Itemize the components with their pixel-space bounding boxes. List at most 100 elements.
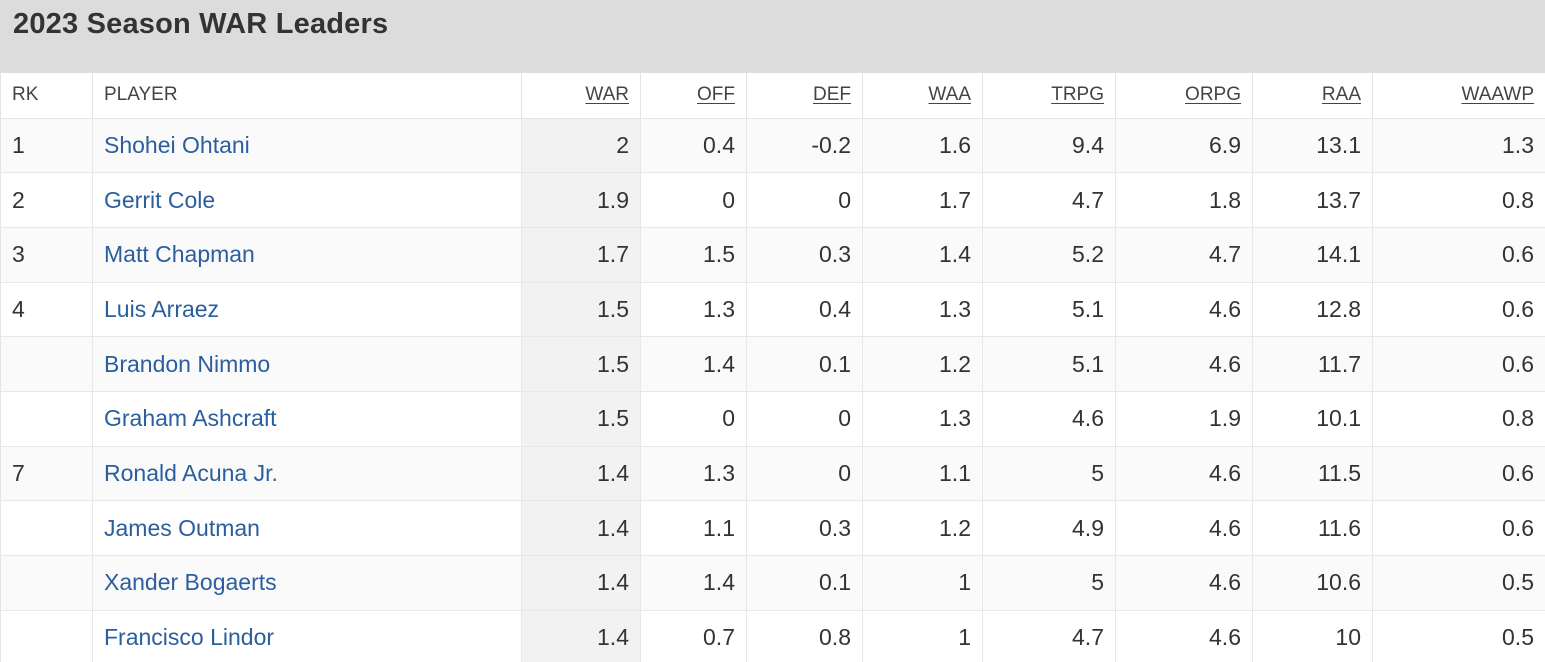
def-cell: 0 (746, 390, 863, 447)
column-header-off[interactable]: OFF (640, 73, 747, 119)
war-cell: 1.5 (521, 390, 641, 447)
trpg-cell: 4.9 (982, 500, 1116, 556)
rank-cell: 2 (0, 172, 93, 228)
rank-cell: 3 (0, 226, 93, 283)
raa-cell: 11.7 (1252, 336, 1373, 392)
rank-cell: 1 (0, 117, 93, 174)
orpg-cell: 6.9 (1115, 117, 1253, 174)
sort-link-waawp[interactable]: WAAWP (1461, 84, 1534, 106)
raa-cell: 10.6 (1252, 555, 1373, 611)
column-header-waawp[interactable]: WAAWP (1372, 73, 1545, 119)
waawp-cell: 0.6 (1372, 226, 1545, 283)
waawp-cell: 0.5 (1372, 609, 1545, 662)
sort-link-def[interactable]: DEF (813, 84, 851, 106)
table-row: 1 Shohei Ohtani 2 0.4 -0.2 1.6 9.4 6.9 1… (0, 117, 1545, 174)
waawp-cell: 0.5 (1372, 555, 1545, 611)
player-cell: Luis Arraez (92, 281, 522, 338)
waawp-cell: 0.6 (1372, 500, 1545, 556)
def-cell: 0.3 (746, 500, 863, 556)
waawp-cell: 0.8 (1372, 172, 1545, 228)
table-header-row: RK PLAYER WAR OFF DEF WAA TRPG ORPG RAA … (0, 73, 1545, 119)
waawp-cell: 0.6 (1372, 281, 1545, 338)
waa-cell: 1.2 (862, 500, 983, 556)
off-cell: 1.5 (640, 226, 747, 283)
orpg-cell: 4.6 (1115, 281, 1253, 338)
player-link[interactable]: Ronald Acuna Jr. (104, 459, 278, 486)
off-cell: 0 (640, 390, 747, 447)
def-cell: -0.2 (746, 117, 863, 174)
column-header-orpg[interactable]: ORPG (1115, 73, 1253, 119)
rank-cell: 4 (0, 281, 93, 338)
def-cell: 0.4 (746, 281, 863, 338)
player-link[interactable]: Graham Ashcraft (104, 405, 277, 432)
waa-cell: 1.3 (862, 390, 983, 447)
war-cell: 2 (521, 117, 641, 174)
orpg-cell: 4.6 (1115, 609, 1253, 662)
sort-link-trpg[interactable]: TRPG (1051, 84, 1104, 106)
player-link[interactable]: Shohei Ohtani (104, 131, 250, 158)
player-cell: Brandon Nimmo (92, 336, 522, 392)
war-cell: 1.5 (521, 281, 641, 338)
player-link[interactable]: James Outman (104, 514, 260, 541)
column-header-waa[interactable]: WAA (862, 73, 983, 119)
table-row: Graham Ashcraft 1.5 0 0 1.3 4.6 1.9 10.1… (0, 390, 1545, 447)
def-cell: 0.3 (746, 226, 863, 283)
rank-cell: 7 (0, 445, 93, 502)
waa-cell: 1.1 (862, 445, 983, 502)
off-cell: 1.4 (640, 555, 747, 611)
player-cell: James Outman (92, 500, 522, 556)
column-header-raa[interactable]: RAA (1252, 73, 1373, 119)
table-body: 1 Shohei Ohtani 2 0.4 -0.2 1.6 9.4 6.9 1… (0, 117, 1545, 662)
orpg-cell: 1.8 (1115, 172, 1253, 228)
sort-link-war[interactable]: WAR (585, 84, 629, 106)
sort-link-raa[interactable]: RAA (1321, 84, 1361, 106)
orpg-cell: 4.7 (1115, 226, 1253, 283)
column-header-def[interactable]: DEF (746, 73, 863, 119)
trpg-cell: 4.7 (982, 609, 1116, 662)
orpg-cell: 4.6 (1115, 500, 1253, 556)
table-row: Francisco Lindor 1.4 0.7 0.8 1 4.7 4.6 1… (0, 609, 1545, 662)
column-header-war[interactable]: WAR (521, 73, 641, 119)
raa-cell: 10 (1252, 609, 1373, 662)
player-link[interactable]: Brandon Nimmo (104, 350, 271, 377)
war-cell: 1.4 (521, 555, 641, 611)
rank-cell (0, 555, 93, 611)
sort-link-waa[interactable]: WAA (928, 84, 971, 106)
player-link[interactable]: Xander Bogaerts (104, 569, 277, 596)
trpg-cell: 9.4 (982, 117, 1116, 174)
rank-cell (0, 390, 93, 447)
def-cell: 0.1 (746, 555, 863, 611)
def-cell: 0.8 (746, 609, 863, 662)
trpg-cell: 5.1 (982, 281, 1116, 338)
war-leaders-table: RK PLAYER WAR OFF DEF WAA TRPG ORPG RAA … (0, 73, 1545, 662)
player-link[interactable]: Luis Arraez (104, 295, 220, 322)
waa-cell: 1 (862, 555, 983, 611)
trpg-cell: 5 (982, 555, 1116, 611)
rank-cell (0, 336, 93, 392)
trpg-cell: 5.2 (982, 226, 1116, 283)
off-cell: 0.4 (640, 117, 747, 174)
title-bar: 2023 Season WAR Leaders (0, 0, 1545, 73)
player-link[interactable]: Gerrit Cole (104, 186, 216, 213)
orpg-cell: 4.6 (1115, 336, 1253, 392)
player-cell: Gerrit Cole (92, 172, 522, 228)
page-title: 2023 Season WAR Leaders (13, 8, 389, 40)
rank-cell (0, 500, 93, 556)
sort-link-off[interactable]: OFF (697, 84, 735, 106)
table-row: 2 Gerrit Cole 1.9 0 0 1.7 4.7 1.8 13.7 0… (0, 172, 1545, 228)
player-cell: Matt Chapman (92, 226, 522, 283)
sort-link-orpg[interactable]: ORPG (1185, 84, 1241, 106)
player-link[interactable]: Francisco Lindor (104, 624, 275, 651)
column-header-rk: RK (0, 73, 93, 119)
raa-cell: 10.1 (1252, 390, 1373, 447)
trpg-cell: 5 (982, 445, 1116, 502)
table-row: Brandon Nimmo 1.5 1.4 0.1 1.2 5.1 4.6 11… (0, 336, 1545, 392)
trpg-cell: 4.6 (982, 390, 1116, 447)
player-link[interactable]: Matt Chapman (104, 241, 255, 268)
column-header-trpg[interactable]: TRPG (982, 73, 1116, 119)
table-row: 4 Luis Arraez 1.5 1.3 0.4 1.3 5.1 4.6 12… (0, 281, 1545, 338)
raa-cell: 13.7 (1252, 172, 1373, 228)
waa-cell: 1 (862, 609, 983, 662)
raa-cell: 12.8 (1252, 281, 1373, 338)
